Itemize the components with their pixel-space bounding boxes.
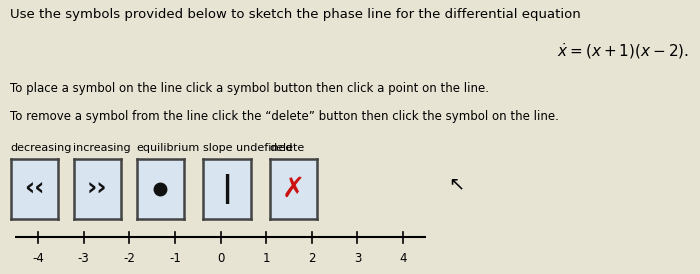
Text: 1: 1 bbox=[262, 252, 270, 264]
Text: ‹‹: ‹‹ bbox=[24, 177, 45, 201]
Text: $\dot{x} = (x + 1)(x - 2).$: $\dot{x} = (x + 1)(x - 2).$ bbox=[557, 41, 690, 61]
Text: 4: 4 bbox=[400, 252, 407, 264]
Text: -2: -2 bbox=[123, 252, 135, 264]
Text: increasing: increasing bbox=[74, 144, 131, 153]
Text: decreasing: decreasing bbox=[10, 144, 72, 153]
Text: -4: -4 bbox=[32, 252, 44, 264]
Text: equilibrium: equilibrium bbox=[136, 144, 199, 153]
Text: Use the symbols provided below to sketch the phase line for the differential equ: Use the symbols provided below to sketch… bbox=[10, 8, 581, 21]
Text: delete: delete bbox=[270, 144, 304, 153]
Text: ↖: ↖ bbox=[448, 174, 464, 193]
Text: -1: -1 bbox=[169, 252, 181, 264]
Text: -3: -3 bbox=[78, 252, 90, 264]
Text: ✗: ✗ bbox=[281, 175, 305, 203]
Text: To place a symbol on the line click a symbol button then click a point on the li: To place a symbol on the line click a sy… bbox=[10, 82, 489, 95]
Text: |: | bbox=[221, 174, 232, 204]
Text: slope undefined: slope undefined bbox=[203, 144, 293, 153]
Text: 2: 2 bbox=[308, 252, 316, 264]
Text: ››: ›› bbox=[87, 177, 108, 201]
Text: To remove a symbol from the line click the “delete” button then click the symbol: To remove a symbol from the line click t… bbox=[10, 110, 559, 122]
Text: 3: 3 bbox=[354, 252, 361, 264]
Text: 0: 0 bbox=[217, 252, 224, 264]
